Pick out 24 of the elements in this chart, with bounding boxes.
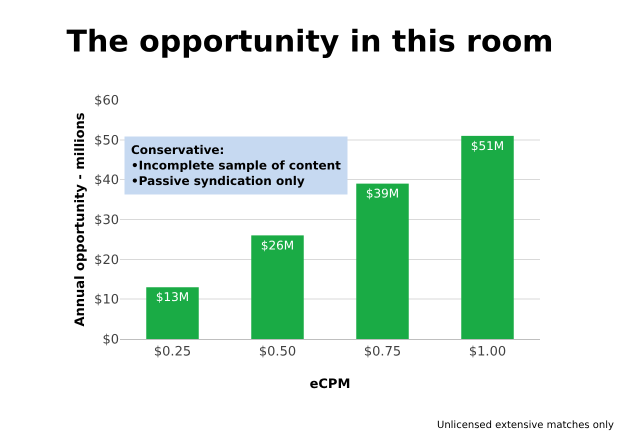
y-tick-label: $50 [94,133,119,148]
y-tick-label: $0 [102,332,119,348]
y-tick-label: $30 [94,213,119,228]
bar [461,136,514,339]
y-axis-title: Annual opportunity - millions [73,112,88,327]
y-tick-label: $20 [94,252,119,268]
y-tick-label: $10 [94,292,119,308]
text: Unlicensed extensive matches only [437,420,614,431]
data-label: $51M [470,138,504,153]
annotation: Conservative: •Incomplete sample of content •Passive syndication only [131,143,342,188]
bar [146,287,199,339]
data-label: $26M [260,238,294,252]
y-tick-label: $40 [94,173,119,188]
data-label: $13M [156,290,190,304]
y-tick-label: $60 [94,94,119,109]
bar [251,235,304,339]
x-axis-title: eCPM [310,377,350,392]
x-tick-label: $0.75 [364,344,402,360]
x-tick-label: $0.50 [258,344,296,360]
bar [356,184,409,339]
data-label: $39M [366,186,400,201]
x-tick-label: $1.00 [468,344,506,360]
chart-title: The opportunity in this room [66,24,554,60]
x-tick-label: $0.25 [154,344,192,360]
